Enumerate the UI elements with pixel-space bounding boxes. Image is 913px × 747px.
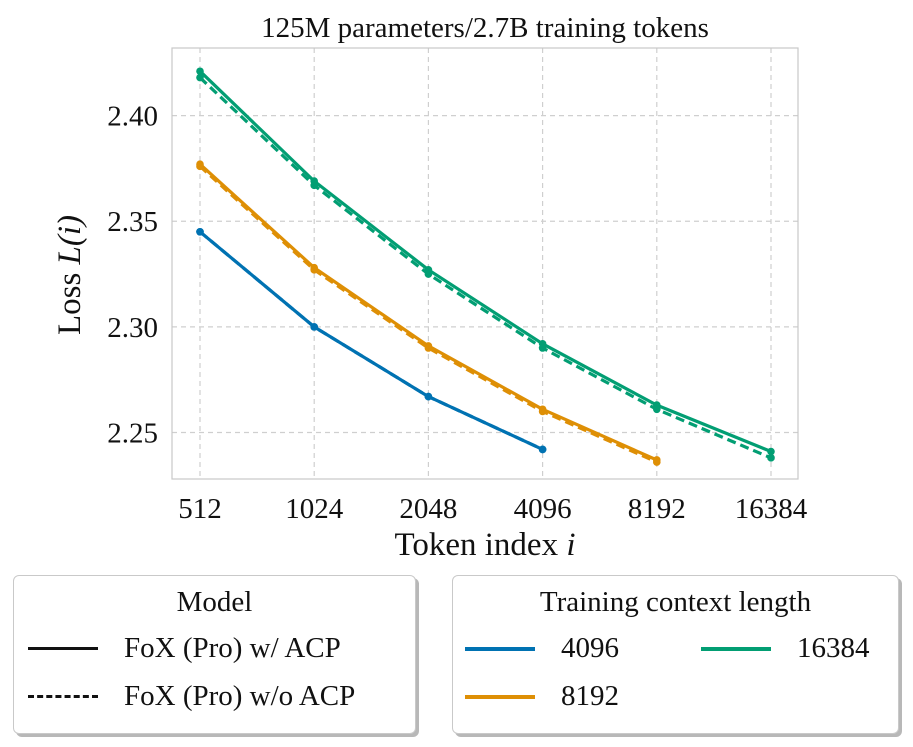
- y-axis-ticks: 2.25 2.30 2.35 2.40: [107, 101, 158, 450]
- data-point: [310, 266, 319, 274]
- data-point: [196, 228, 204, 236]
- data-point: [767, 447, 775, 456]
- legend-context-title: Training context length: [539, 586, 812, 618]
- data-point: [653, 458, 661, 466]
- series-16384-dashed: [196, 73, 775, 462]
- y-tick-label: 2.25: [107, 418, 158, 450]
- legend-item-16384: 16384: [701, 632, 870, 665]
- x-axis-label-var: i: [566, 527, 575, 560]
- series-16384-solid: [196, 67, 775, 456]
- legend-item-label: FoX (Pro) w/o ACP: [124, 680, 356, 712]
- solid-line-swatch: [28, 647, 98, 650]
- legend-item-4096: 4096: [465, 632, 619, 665]
- data-point: [424, 344, 433, 352]
- orange-line-swatch: [465, 694, 535, 699]
- y-axis-label-var: L(i): [52, 215, 88, 266]
- grid: [172, 48, 798, 479]
- x-tick-label: 2048: [399, 493, 457, 525]
- data-point: [196, 162, 204, 171]
- series-8192-dashed: [196, 162, 661, 466]
- data-point: [767, 454, 775, 462]
- series-line: [198, 165, 658, 464]
- data-point: [310, 181, 319, 190]
- data-point: [310, 323, 319, 331]
- data-point: [196, 67, 204, 76]
- data-point: [538, 407, 547, 416]
- series-line: [198, 70, 772, 453]
- data-point: [424, 392, 433, 401]
- x-axis-label-text: Token index: [395, 527, 567, 560]
- series-line: [198, 230, 544, 451]
- loss-chart: 125M parameters/2.7B training tokens 512…: [52, 12, 808, 560]
- y-tick-label: 2.35: [107, 206, 158, 238]
- series-line: [198, 230, 544, 451]
- x-tick-label: 8192: [628, 493, 686, 525]
- series-line: [198, 76, 772, 460]
- legend-item-8192: 8192: [465, 680, 619, 713]
- data-point: [196, 73, 204, 82]
- dashed-line-swatch: [28, 695, 98, 698]
- legend-item-without-acp: FoX (Pro) w/o ACP: [28, 680, 355, 713]
- legend-item-label: 16384: [797, 632, 870, 664]
- legend-context-length: Training context length 4096 16384 8192: [452, 575, 899, 734]
- series-layer: [196, 67, 775, 466]
- legend-item-label: FoX (Pro) w/ ACP: [124, 632, 341, 664]
- plot-area: [171, 47, 799, 480]
- data-point: [424, 270, 433, 278]
- chart-title: 125M parameters/2.7B training tokens: [261, 12, 709, 44]
- legend-item-label: 8192: [561, 680, 619, 712]
- y-axis-label-text: Loss: [52, 264, 88, 335]
- x-axis-label: Token index i: [395, 527, 576, 560]
- y-tick-label: 2.30: [107, 312, 158, 344]
- data-point: [538, 445, 547, 454]
- x-tick-label: 512: [178, 493, 222, 525]
- series-4096-dashed: [196, 228, 547, 454]
- x-tick-label: 4096: [514, 493, 572, 525]
- legend-item-label: 4096: [561, 632, 619, 664]
- data-point: [538, 344, 547, 352]
- legend-item-with-acp: FoX (Pro) w/ ACP: [28, 632, 341, 665]
- green-line-swatch: [701, 646, 771, 651]
- legend-model-title: Model: [176, 586, 253, 618]
- x-tick-label: 16384: [735, 493, 808, 525]
- series-4096-solid: [196, 228, 547, 454]
- y-axis-label: Loss L(i): [52, 215, 88, 335]
- data-point: [653, 405, 661, 414]
- y-tick-label: 2.40: [107, 101, 158, 133]
- x-tick-label: 1024: [285, 493, 344, 525]
- x-axis-ticks: 512 1024 2048 4096 8192 16384: [178, 493, 808, 525]
- legend-model: Model FoX (Pro) w/ ACP FoX (Pro) w/o ACP: [13, 575, 416, 734]
- blue-line-swatch: [465, 646, 535, 651]
